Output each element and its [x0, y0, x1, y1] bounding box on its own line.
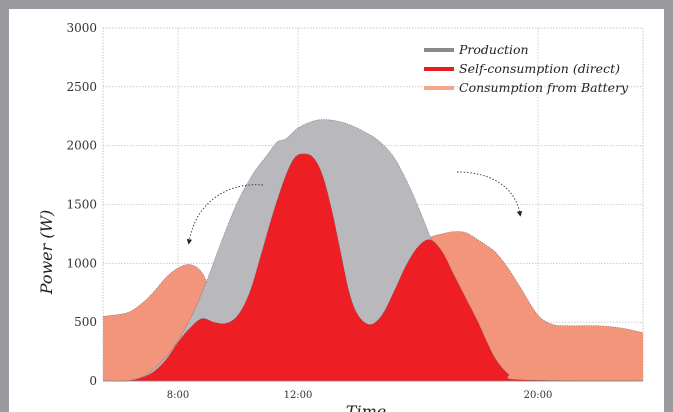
series-areas: [102, 119, 644, 382]
arrow-to-evening-battery: [456, 171, 523, 217]
y-axis-title: Power (W): [37, 210, 56, 296]
area-1: [103, 153, 643, 382]
y-tick-label: 500: [74, 315, 97, 329]
x-tick-label: 8:00: [167, 390, 189, 401]
y-tick-label: 0: [89, 374, 97, 388]
x-axis-title: Time: [346, 402, 386, 412]
x-tick-label: 20:00: [524, 390, 553, 401]
legend-label: Production: [458, 42, 529, 57]
y-tick-label: 1000: [66, 256, 97, 270]
legend-label: Self-consumption (direct): [459, 61, 620, 76]
legend: Production Self-consumption (direct) Consu…: [424, 42, 629, 95]
y-tick-label: 2000: [66, 139, 97, 153]
y-tick-label: 3000: [66, 21, 97, 35]
annotations: [186, 171, 523, 245]
axes: 0 500 1000 1500 2000 2500 3000 8:00 12:00 20:00: [66, 21, 643, 401]
y-tick-label: 2500: [66, 80, 97, 94]
legend-label: Consumption from Battery: [459, 80, 629, 95]
x-tick-label: 12:00: [284, 390, 313, 401]
area-outline-1: [102, 153, 644, 382]
y-tick-label: 1500: [66, 198, 97, 212]
arrow-to-morning-battery: [186, 184, 264, 245]
